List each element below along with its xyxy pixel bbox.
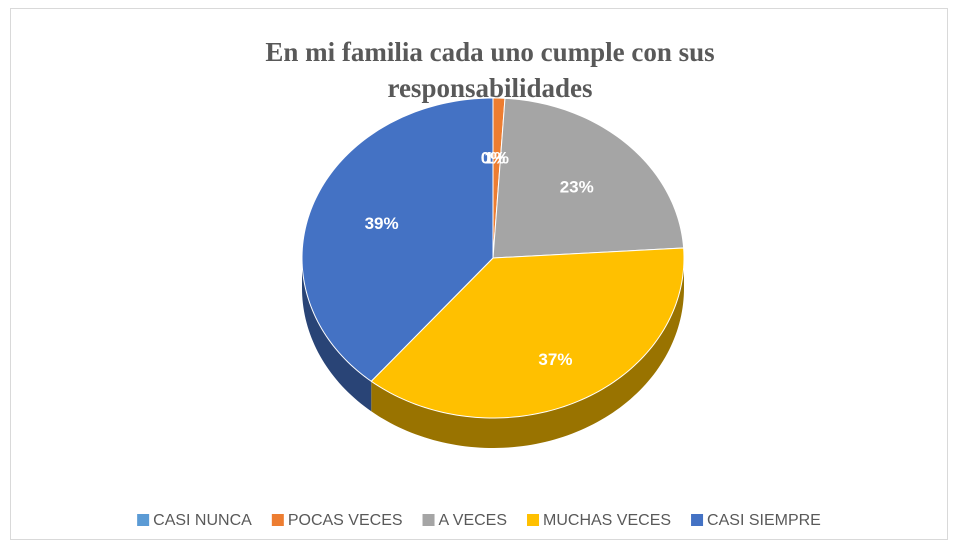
legend-swatch	[137, 514, 150, 526]
legend-swatch	[422, 514, 435, 526]
data-label: 39%	[365, 214, 399, 233]
legend-swatch	[691, 514, 704, 526]
data-label: 0%	[481, 148, 506, 167]
legend-label: MUCHAS VECES	[543, 512, 671, 529]
chart-frame	[10, 8, 948, 540]
legend-swatch	[271, 514, 284, 526]
slice	[492, 97, 685, 259]
legend-label: CASI SIEMPRE	[707, 512, 821, 529]
data-label: 23%	[560, 177, 594, 196]
legend-swatch	[527, 514, 540, 526]
slice	[301, 97, 494, 382]
slice-side	[302, 258, 372, 412]
data-label: 1%	[484, 148, 509, 167]
legend-label: CASI NUNCA	[153, 512, 252, 529]
data-label: 37%	[538, 350, 572, 369]
legend-label: POCAS VECES	[288, 512, 403, 529]
slice-side	[371, 258, 684, 448]
legend-label: A VECES	[439, 512, 507, 529]
slice	[370, 247, 685, 419]
